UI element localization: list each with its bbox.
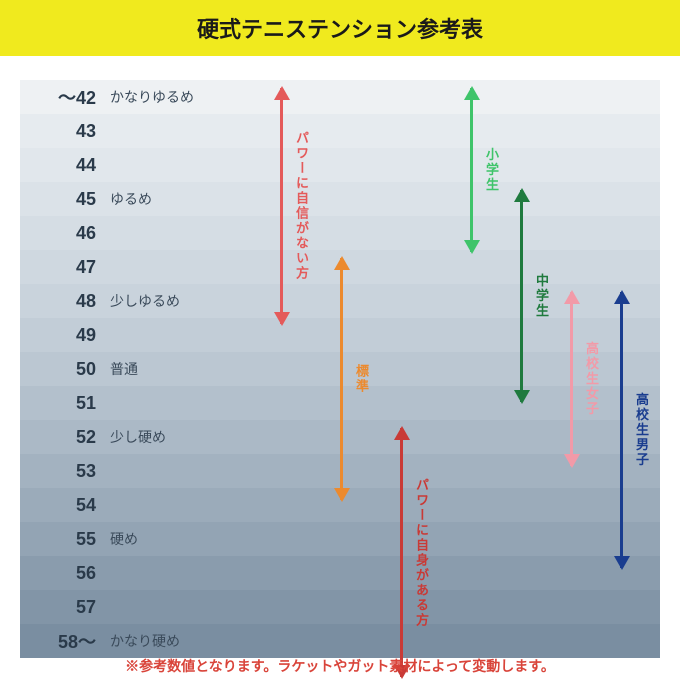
arrowhead-down-icon [614,556,630,570]
tension-value: 47 [20,257,110,278]
tension-label: 硬め [110,529,230,549]
tension-value: 57 [20,597,110,618]
arrowhead-up-icon [274,86,290,100]
page-title: 硬式テニステンション参考表 [0,0,680,56]
tension-value: ～42 [20,84,110,110]
tension-value: 56 [20,563,110,584]
table-row: 56 [20,556,660,590]
tension-value: 46 [20,223,110,244]
arrow-label: 高校生女子 [582,342,601,417]
arrowhead-down-icon [334,488,350,502]
arrowhead-down-icon [464,240,480,254]
tension-value: 44 [20,155,110,176]
tension-label: 少しゆるめ [110,291,230,311]
table-row: 45ゆるめ [20,182,660,216]
table-row: ～42かなりゆるめ [20,80,660,114]
arrow-label: 高校生男子 [632,393,651,468]
table-row: 58～かなり硬め [20,624,660,658]
tension-label: 普通 [110,359,230,379]
table-row: 44 [20,148,660,182]
table-row: 55硬め [20,522,660,556]
range-arrow: パワーに自身がある方 [400,428,403,677]
arrowhead-up-icon [614,290,630,304]
tension-value: 48 [20,291,110,312]
arrow-label: 標準 [352,364,371,394]
arrowhead-up-icon [564,290,580,304]
arrowhead-down-icon [514,390,530,404]
tension-value: 53 [20,461,110,482]
arrowhead-up-icon [514,188,530,202]
tension-value: 49 [20,325,110,346]
arrow-label: パワーに自信がない方 [292,131,311,281]
footer-note: ※参考数値となります。ラケットやガット素材によって変動します。 [0,656,680,676]
range-arrow: 標準 [340,258,343,500]
tension-label: かなり硬め [110,631,230,651]
tension-value: 51 [20,393,110,414]
tension-value: 55 [20,529,110,550]
range-arrow: 高校生女子 [570,292,573,466]
arrowhead-up-icon [464,86,480,100]
table-row: 43 [20,114,660,148]
tension-value: 58～ [20,628,110,654]
tension-label: ゆるめ [110,189,230,209]
arrowhead-down-icon [274,312,290,326]
arrow-label: 小学生 [482,148,501,193]
arrowhead-up-icon [394,426,410,440]
tension-value: 50 [20,359,110,380]
table-row: 46 [20,216,660,250]
table-row: 57 [20,590,660,624]
tension-value: 45 [20,189,110,210]
range-arrow: 中学生 [520,190,523,402]
arrow-label: 中学生 [532,273,551,318]
tension-value: 54 [20,495,110,516]
arrow-label: パワーに自身がある方 [412,478,431,628]
tension-value: 52 [20,427,110,448]
range-arrow: 高校生男子 [620,292,623,568]
tension-label: 少し硬め [110,427,230,447]
tension-value: 43 [20,121,110,142]
arrowhead-down-icon [564,454,580,468]
tension-label: かなりゆるめ [110,87,230,107]
range-arrow: パワーに自信がない方 [280,88,283,324]
tension-chart: ～42かなりゆるめ434445ゆるめ464748少しゆるめ4950普通5152少… [20,80,660,660]
range-arrow: 小学生 [470,88,473,252]
arrowhead-up-icon [334,256,350,270]
